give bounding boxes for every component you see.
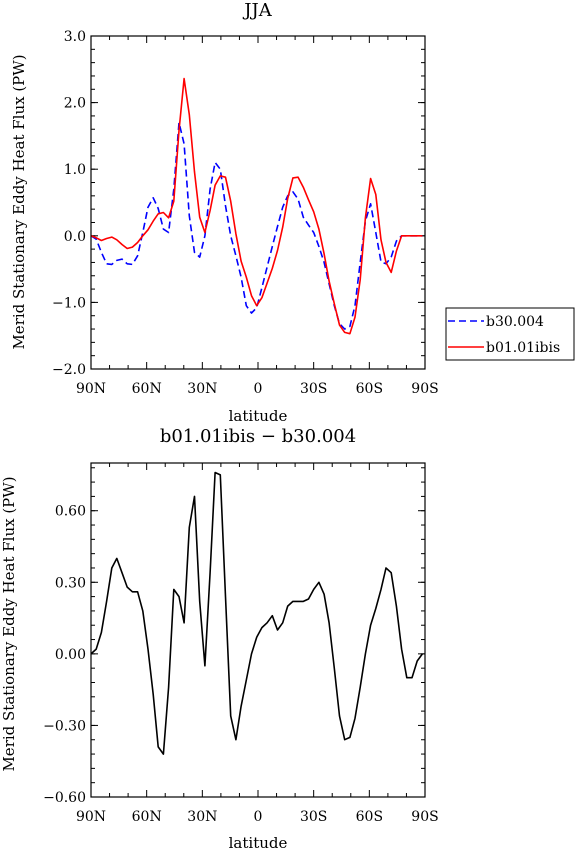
top-y-tick-label: 0.0 bbox=[64, 229, 86, 245]
top-x-tick-label: 60S bbox=[356, 381, 383, 397]
top-y-axis-title: Merid Stationary Eddy Heat Flux (PW) bbox=[10, 54, 28, 349]
bottom-x-tick-label: 30S bbox=[300, 809, 327, 825]
bottom-ticks: 90N 60N 30N 0 30S 60S 90S 0.60 0.30 0.00 −0.30 −0.6… bbox=[43, 463, 439, 825]
top-plot-frame bbox=[90, 35, 426, 370]
top-x-tick-label: 60N bbox=[132, 381, 162, 397]
bottom-x-tick-label: 90S bbox=[411, 809, 438, 825]
bottom-y-tick-label: −0.60 bbox=[43, 790, 86, 806]
top-y-tick-label: 3.0 bbox=[64, 29, 86, 45]
bottom-x-tick-label: 30N bbox=[187, 809, 217, 825]
legend-box bbox=[445, 307, 575, 361]
bottom-y-tick-label: 0.60 bbox=[55, 504, 86, 520]
top-x-tick-label: 30S bbox=[300, 381, 327, 397]
bottom-series-line-difference bbox=[90, 471, 424, 755]
bottom-plot-frame bbox=[90, 462, 426, 798]
top-y-tick-label: 1.0 bbox=[64, 162, 86, 178]
legend: b30.004 b01.01ibis bbox=[445, 307, 575, 361]
bottom-y-tick-label: −0.30 bbox=[43, 718, 86, 734]
top-series-line-b01-01ibis bbox=[90, 77, 423, 335]
bottom-y-tick-label: 0.30 bbox=[55, 575, 86, 591]
top-y-tick-label: −1.0 bbox=[52, 295, 86, 311]
bottom-x-tick-label: 60N bbox=[132, 809, 162, 825]
bottom-chart-title: b01.01ibis − b30.004 bbox=[160, 426, 356, 447]
bottom-x-axis-title: latitude bbox=[229, 834, 288, 851]
bottom-x-tick-label: 90N bbox=[76, 809, 106, 825]
bottom-x-tick-label: 60S bbox=[356, 809, 383, 825]
top-y-tick-label: 2.0 bbox=[64, 96, 86, 112]
top-series-line-b30-004 bbox=[90, 121, 423, 330]
top-series bbox=[90, 77, 423, 335]
panel-top: JJA 90N 60N 30N 0 30S 60S 90S 3.0 2.0 1.0 0.0 −1.0 −… bbox=[10, 0, 439, 425]
top-x-axis-title: latitude bbox=[229, 407, 288, 425]
legend-label-b30-004: b30.004 bbox=[486, 314, 544, 330]
bottom-y-axis-title: Merid Stationary Eddy Heat Flux (PW) bbox=[0, 476, 18, 771]
top-x-tick-label: 90N bbox=[76, 381, 106, 397]
legend-label-b01-01ibis: b01.01ibis bbox=[486, 340, 560, 356]
bottom-y-tick-label: 0.00 bbox=[55, 647, 86, 663]
bottom-series bbox=[90, 471, 424, 755]
bottom-x-tick-label: 0 bbox=[254, 809, 263, 825]
top-y-tick-label: −2.0 bbox=[52, 362, 86, 378]
top-chart-title: JJA bbox=[242, 0, 272, 21]
top-x-tick-label: 30N bbox=[187, 381, 217, 397]
top-ticks: 90N 60N 30N 0 30S 60S 90S 3.0 2.0 1.0 0.0 −1.0 −2.0 bbox=[52, 29, 439, 397]
top-x-tick-label: 0 bbox=[254, 381, 263, 397]
panel-bottom: b01.01ibis − b30.004 90N 60N 30N 0 30S 60S 90S… bbox=[0, 426, 439, 851]
top-x-tick-label: 90S bbox=[411, 381, 438, 397]
